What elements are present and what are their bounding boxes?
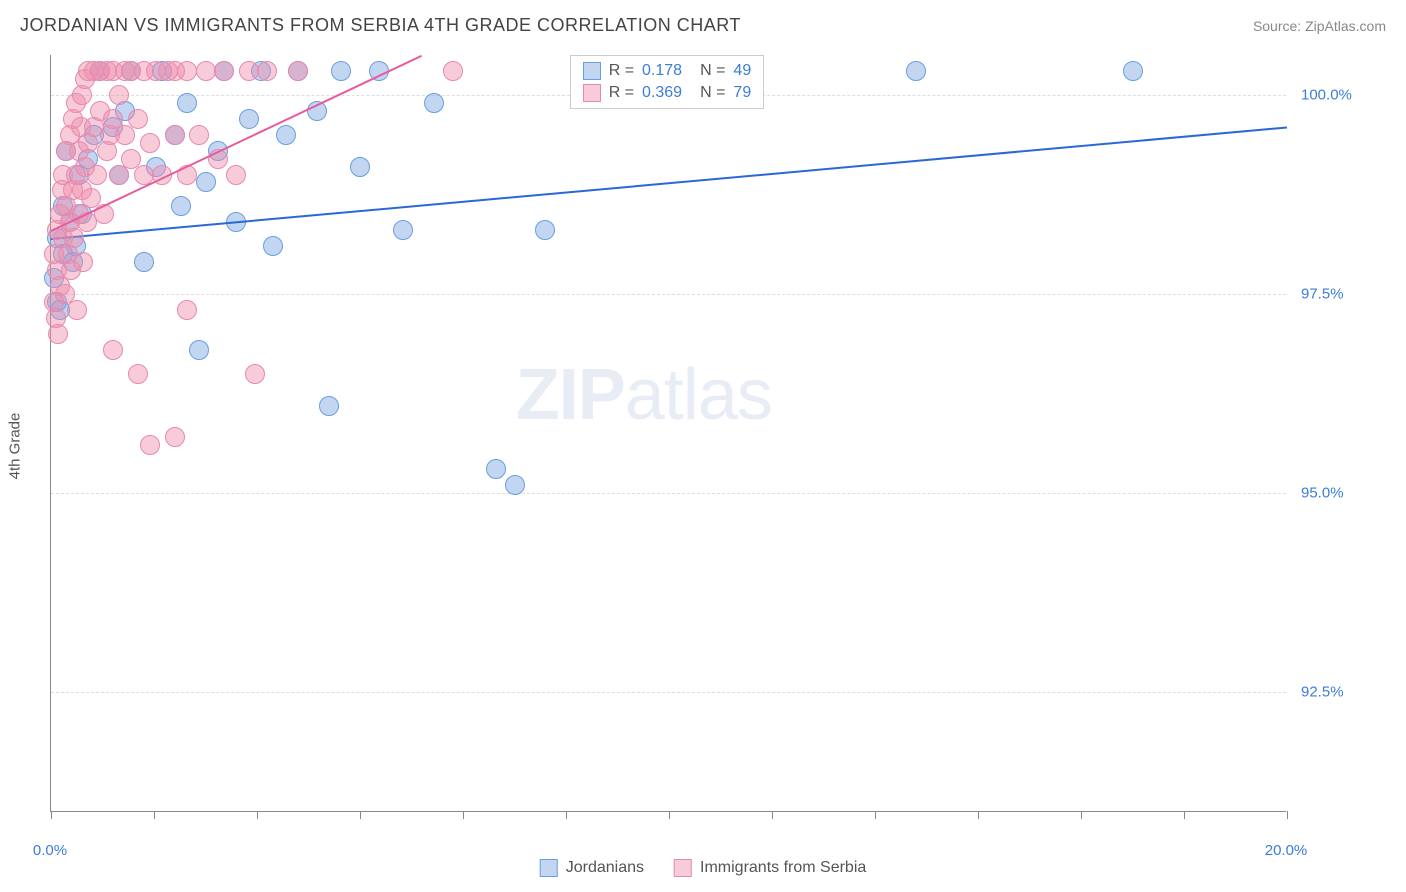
data-point (134, 252, 154, 272)
watermark: ZIPatlas (516, 354, 772, 436)
gridline-h (51, 692, 1286, 693)
data-point (196, 61, 216, 81)
data-point (67, 300, 87, 320)
legend-n-label: N = (700, 62, 725, 80)
x-tick-label: 0.0% (33, 842, 67, 859)
data-point (239, 109, 259, 129)
x-tick (978, 811, 979, 819)
data-point (393, 220, 413, 240)
data-point (505, 475, 525, 495)
data-point (103, 340, 123, 360)
x-tick (875, 811, 876, 819)
data-point (486, 459, 506, 479)
plot-area: ZIPatlas R = 0.178 N = 49 R = 0.369 N = 79 (50, 55, 1286, 812)
data-point (350, 157, 370, 177)
x-tick (463, 811, 464, 819)
gridline-h (51, 493, 1286, 494)
legend-row: R = 0.178 N = 49 (583, 60, 752, 82)
data-point (128, 364, 148, 384)
legend-swatch (583, 62, 601, 80)
x-tick-label: 20.0% (1265, 842, 1308, 859)
data-point (245, 364, 265, 384)
legend-label: Jordanians (566, 859, 644, 877)
data-point (48, 324, 68, 344)
legend-n-value: 49 (733, 62, 751, 80)
data-point (171, 196, 191, 216)
chart-title: JORDANIAN VS IMMIGRANTS FROM SERBIA 4TH … (20, 15, 741, 36)
legend-item: Immigrants from Serbia (674, 859, 866, 877)
x-tick (1184, 811, 1185, 819)
data-point (331, 61, 351, 81)
data-point (443, 61, 463, 81)
x-tick (154, 811, 155, 819)
x-tick (1287, 811, 1288, 819)
x-tick (566, 811, 567, 819)
data-point (226, 165, 246, 185)
data-point (1123, 61, 1143, 81)
y-tick-label: 97.5% (1301, 286, 1344, 303)
data-point (140, 435, 160, 455)
data-point (319, 396, 339, 416)
data-point (288, 61, 308, 81)
gridline-h (51, 294, 1286, 295)
legend-swatch (540, 859, 558, 877)
y-tick-label: 92.5% (1301, 684, 1344, 701)
data-point (189, 125, 209, 145)
data-point (214, 61, 234, 81)
legend-n-value: 79 (733, 84, 751, 102)
data-point (87, 165, 107, 185)
legend-item: Jordanians (540, 859, 644, 877)
legend-r-value: 0.178 (642, 62, 682, 80)
data-point (177, 300, 197, 320)
data-point (257, 61, 277, 81)
legend-swatch (583, 84, 601, 102)
data-point (906, 61, 926, 81)
data-point (165, 125, 185, 145)
data-point (165, 427, 185, 447)
x-tick (1081, 811, 1082, 819)
y-tick-label: 100.0% (1301, 86, 1352, 103)
data-point (140, 133, 160, 153)
data-point (196, 172, 216, 192)
y-tick-label: 95.0% (1301, 485, 1344, 502)
y-axis-title: 4th Grade (7, 413, 24, 480)
data-point (189, 340, 209, 360)
legend-r-label: R = (609, 62, 634, 80)
data-point (177, 61, 197, 81)
legend-label: Immigrants from Serbia (700, 859, 866, 877)
series-legend: Jordanians Immigrants from Serbia (540, 859, 867, 877)
data-point (109, 85, 129, 105)
legend-row: R = 0.369 N = 79 (583, 82, 752, 104)
source-attribution: Source: ZipAtlas.com (1253, 18, 1386, 34)
legend-r-value: 0.369 (642, 84, 682, 102)
data-point (276, 125, 296, 145)
data-point (177, 93, 197, 113)
chart-container: ZIPatlas R = 0.178 N = 49 R = 0.369 N = 79 92.5… (50, 55, 1386, 837)
data-point (424, 93, 444, 113)
data-point (535, 220, 555, 240)
data-point (128, 109, 148, 129)
legend-n-label: N = (700, 84, 725, 102)
correlation-legend: R = 0.178 N = 49 R = 0.369 N = 79 (570, 55, 765, 109)
x-tick (51, 811, 52, 819)
x-tick (360, 811, 361, 819)
data-point (73, 252, 93, 272)
x-tick (669, 811, 670, 819)
data-point (263, 236, 283, 256)
legend-swatch (674, 859, 692, 877)
legend-r-label: R = (609, 84, 634, 102)
x-tick (257, 811, 258, 819)
x-tick (772, 811, 773, 819)
data-point (239, 61, 259, 81)
